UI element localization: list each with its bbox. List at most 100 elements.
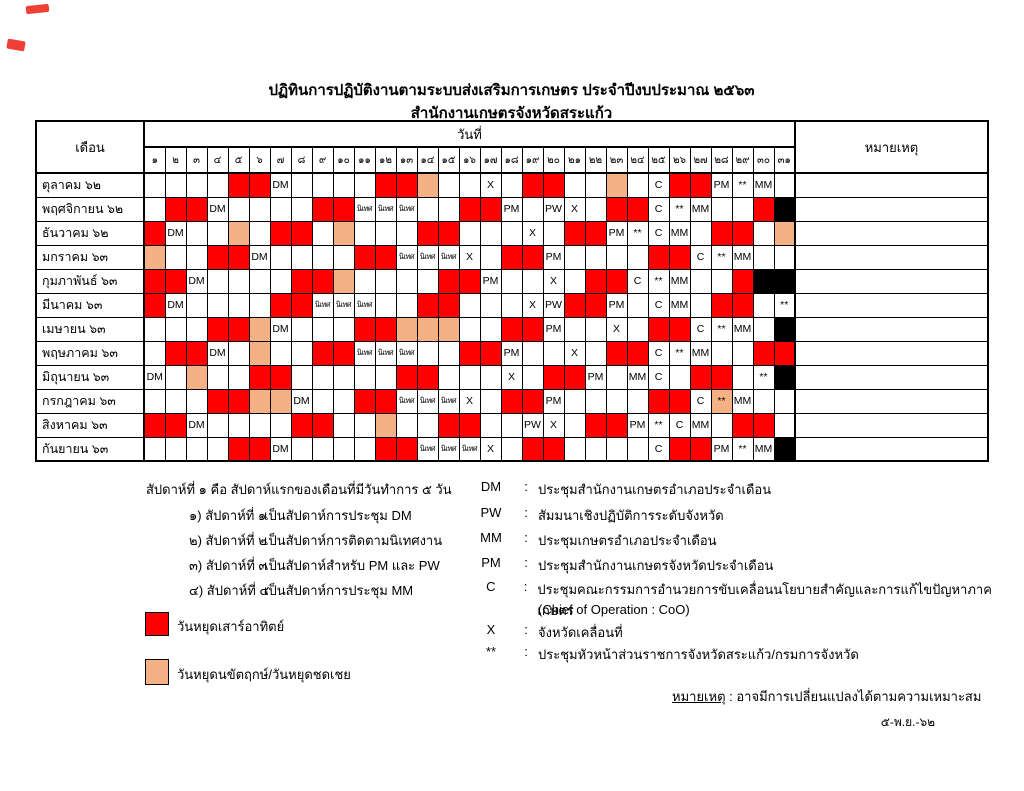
remarks-cell <box>794 388 989 414</box>
day-cell <box>311 244 334 270</box>
day-cell <box>416 172 439 198</box>
day-cell <box>269 196 292 222</box>
day-cell <box>689 364 712 390</box>
day-cell <box>668 316 691 342</box>
day-cell <box>353 364 376 390</box>
day-cell: DM <box>164 220 187 246</box>
day-cell: PM <box>542 316 565 342</box>
day-cell <box>752 196 775 222</box>
day-cell <box>458 340 481 366</box>
day-cell <box>143 388 166 414</box>
day-cell <box>689 172 712 198</box>
day-cell: C <box>626 268 649 294</box>
day-cell <box>290 220 313 246</box>
day-cell <box>542 340 565 366</box>
day-cell: DM <box>185 412 208 438</box>
day-cell <box>332 172 355 198</box>
red-pen-mark <box>6 38 26 52</box>
day-cell <box>311 220 334 246</box>
day-cell <box>731 340 754 366</box>
day-cell <box>521 196 544 222</box>
day-cell <box>164 244 187 270</box>
day-cell <box>479 244 502 270</box>
remarks-column-header: หมายเหตุ <box>794 120 989 174</box>
day-cell <box>668 436 691 462</box>
red-pen-mark <box>25 3 50 15</box>
day-cell <box>710 364 733 390</box>
day-cell <box>269 244 292 270</box>
day-cell: PM <box>710 436 733 462</box>
day-cell: PM <box>479 268 502 294</box>
day-cell <box>752 268 775 294</box>
day-cell <box>395 364 418 390</box>
day-cell <box>290 244 313 270</box>
day-cell: DM <box>164 292 187 318</box>
weekend-color-swatch <box>145 612 169 636</box>
day-cell <box>752 412 775 438</box>
day-cell: นิเทศ <box>458 436 481 462</box>
holiday-color-swatch <box>145 659 169 685</box>
day-cell <box>563 220 586 246</box>
day-cell <box>206 268 229 294</box>
day-cell <box>290 316 313 342</box>
day-cell <box>374 316 397 342</box>
week3-item-num: ๓) สัปดาห์ที่ ๓ <box>189 558 268 573</box>
day-cell <box>143 316 166 342</box>
day-number-header: ๒๙ <box>731 146 754 174</box>
day-cell: X <box>563 196 586 222</box>
day-cell <box>773 244 796 270</box>
day-cell: นิเทศ <box>416 388 439 414</box>
day-cell <box>773 388 796 414</box>
day-cell: ** <box>710 316 733 342</box>
day-cell <box>605 244 628 270</box>
day-number-header: ๖ <box>248 146 271 174</box>
day-cell <box>332 340 355 366</box>
day-cell: C <box>689 388 712 414</box>
month-row: ตุลาคม ๖๒ DM X C PM ** MM <box>35 172 989 198</box>
day-cell <box>311 196 334 222</box>
week3-item-desc: เป็นสัปดาห์สำหรับ PM และ PW <box>264 558 440 573</box>
day-number-header: ๒ <box>164 146 187 174</box>
day-cell <box>353 244 376 270</box>
day-cell <box>332 268 355 294</box>
day-cell <box>164 388 187 414</box>
month-label: มีนาคม ๖๓ <box>35 292 145 318</box>
header-row-day-numbers: ๑๒๓๔๕๖๗๘๙๑๐ ๑๑ ๑๒ ๑๓ ๑๔ ๑๕ ๑๖ ๑๗ ๑๘ ๑๙ ๒๐ ๒๑ ๒๒ ๒๓ ๒๔๒… <box>36 146 988 174</box>
day-cell: นิเทศ <box>395 340 418 366</box>
day-cell <box>773 196 796 222</box>
day-cell <box>668 364 691 390</box>
day-number-header: ๑๘ <box>500 146 523 174</box>
day-cell <box>458 292 481 318</box>
day-cell <box>500 292 523 318</box>
day-cell: C <box>689 244 712 270</box>
day-cell <box>416 316 439 342</box>
day-cell <box>626 292 649 318</box>
day-cell: ** <box>710 244 733 270</box>
day-cell: ** <box>731 436 754 462</box>
day-cell: นิเทศ <box>353 292 376 318</box>
day-cell <box>248 364 271 390</box>
day-cell <box>479 292 502 318</box>
weekend-swatch-label: วันหยุดเสาร์อาทิตย์ <box>177 619 285 634</box>
day-cell <box>311 172 334 198</box>
day-cell <box>437 364 460 390</box>
day-cell <box>626 244 649 270</box>
day-cell: C <box>647 292 670 318</box>
day-cell: ** <box>626 220 649 246</box>
day-cell: MM <box>689 340 712 366</box>
day-number-header: ๘ <box>290 146 313 174</box>
day-cell <box>374 244 397 270</box>
day-cell <box>689 436 712 462</box>
day-cell <box>416 412 439 438</box>
day-cell <box>773 340 796 366</box>
day-cell <box>353 388 376 414</box>
day-cell <box>458 364 481 390</box>
day-cell <box>311 340 334 366</box>
day-cell <box>563 436 586 462</box>
day-cell <box>773 316 796 342</box>
day-number-header: ๒๓ <box>605 146 628 174</box>
day-cell <box>311 436 334 462</box>
day-cell <box>374 436 397 462</box>
month-row: พฤศจิกายน ๖๒ DM นิเทศ นิเทศ นิเทศ PM PW X C ** MM <box>35 196 989 222</box>
day-cell <box>563 388 586 414</box>
